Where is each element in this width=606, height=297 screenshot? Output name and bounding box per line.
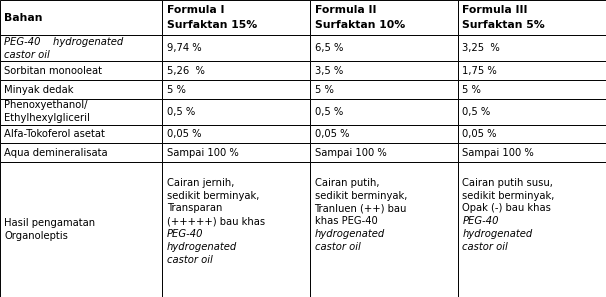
Text: Cairan jernih,: Cairan jernih, bbox=[167, 178, 234, 188]
Text: Organoleptis: Organoleptis bbox=[4, 231, 68, 241]
Text: 0,5 %: 0,5 % bbox=[462, 107, 491, 117]
Text: Opak (-) bau khas: Opak (-) bau khas bbox=[462, 203, 551, 213]
Text: 0,5 %: 0,5 % bbox=[315, 107, 343, 117]
Text: 5,26  %: 5,26 % bbox=[167, 66, 205, 76]
Bar bbox=[0, 0, 162, 35]
Text: hydrogenated: hydrogenated bbox=[167, 242, 237, 252]
Bar bbox=[458, 162, 606, 297]
Text: Surfaktan 10%: Surfaktan 10% bbox=[315, 20, 405, 30]
Bar bbox=[162, 125, 310, 143]
Text: 5 %: 5 % bbox=[315, 85, 333, 95]
Text: (+++++) bau khas: (+++++) bau khas bbox=[167, 216, 265, 226]
Text: 1,75 %: 1,75 % bbox=[462, 66, 497, 76]
Text: Formula III: Formula III bbox=[462, 5, 528, 15]
Text: khas PEG-40: khas PEG-40 bbox=[315, 216, 378, 226]
Bar bbox=[310, 99, 458, 125]
Text: PEG-40: PEG-40 bbox=[167, 229, 203, 239]
Bar bbox=[458, 143, 606, 162]
Text: Hasil pengamatan: Hasil pengamatan bbox=[4, 218, 95, 228]
Text: sedikit berminyak,: sedikit berminyak, bbox=[315, 190, 407, 200]
Bar bbox=[310, 143, 458, 162]
Bar bbox=[310, 125, 458, 143]
Text: Bahan: Bahan bbox=[4, 12, 43, 23]
Bar bbox=[310, 80, 458, 99]
Bar bbox=[162, 0, 310, 35]
Text: PEG-40: PEG-40 bbox=[462, 216, 499, 226]
Bar bbox=[310, 162, 458, 297]
Text: Sampai 100 %: Sampai 100 % bbox=[167, 148, 238, 158]
Text: Sorbitan monooleat: Sorbitan monooleat bbox=[4, 66, 102, 76]
Text: Sampai 100 %: Sampai 100 % bbox=[462, 148, 534, 158]
Bar bbox=[310, 61, 458, 80]
Bar bbox=[162, 61, 310, 80]
Bar bbox=[162, 143, 310, 162]
Text: 3,5 %: 3,5 % bbox=[315, 66, 343, 76]
Text: Tranluen (++) bau: Tranluen (++) bau bbox=[315, 203, 407, 213]
Text: Alfa-Tokoferol asetat: Alfa-Tokoferol asetat bbox=[4, 129, 105, 139]
Text: Transparan: Transparan bbox=[167, 203, 222, 213]
Text: 0,05 %: 0,05 % bbox=[315, 129, 349, 139]
Bar bbox=[458, 61, 606, 80]
Text: Aqua demineralisata: Aqua demineralisata bbox=[4, 148, 108, 158]
Text: 0,05 %: 0,05 % bbox=[167, 129, 201, 139]
Text: castor oil: castor oil bbox=[167, 255, 212, 265]
Bar bbox=[458, 80, 606, 99]
Text: 0,05 %: 0,05 % bbox=[462, 129, 497, 139]
Text: Surfaktan 5%: Surfaktan 5% bbox=[462, 20, 545, 30]
Bar bbox=[0, 162, 162, 297]
Text: PEG-40    hydrogenated: PEG-40 hydrogenated bbox=[4, 37, 124, 47]
Bar bbox=[458, 35, 606, 61]
Text: castor oil: castor oil bbox=[462, 242, 508, 252]
Text: sedikit berminyak,: sedikit berminyak, bbox=[462, 190, 554, 200]
Bar bbox=[458, 125, 606, 143]
Bar bbox=[0, 80, 162, 99]
Text: hydrogenated: hydrogenated bbox=[315, 229, 385, 239]
Bar bbox=[162, 35, 310, 61]
Bar bbox=[0, 61, 162, 80]
Bar bbox=[458, 99, 606, 125]
Bar bbox=[0, 35, 162, 61]
Text: Formula II: Formula II bbox=[315, 5, 376, 15]
Text: 5 %: 5 % bbox=[167, 85, 185, 95]
Bar bbox=[310, 0, 458, 35]
Text: castor oil: castor oil bbox=[4, 50, 50, 60]
Text: Cairan putih susu,: Cairan putih susu, bbox=[462, 178, 553, 188]
Text: Sampai 100 %: Sampai 100 % bbox=[315, 148, 386, 158]
Text: 9,74 %: 9,74 % bbox=[167, 43, 201, 53]
Bar bbox=[0, 125, 162, 143]
Text: Ethylhexylgliceril: Ethylhexylgliceril bbox=[4, 113, 90, 124]
Bar bbox=[162, 99, 310, 125]
Text: 0,5 %: 0,5 % bbox=[167, 107, 195, 117]
Text: hydrogenated: hydrogenated bbox=[462, 229, 533, 239]
Bar bbox=[162, 80, 310, 99]
Text: 5 %: 5 % bbox=[462, 85, 481, 95]
Bar bbox=[310, 35, 458, 61]
Text: Formula I: Formula I bbox=[167, 5, 224, 15]
Text: Surfaktan 15%: Surfaktan 15% bbox=[167, 20, 257, 30]
Text: Phenoxyethanol/: Phenoxyethanol/ bbox=[4, 100, 88, 110]
Bar bbox=[458, 0, 606, 35]
Text: 6,5 %: 6,5 % bbox=[315, 43, 343, 53]
Text: Cairan putih,: Cairan putih, bbox=[315, 178, 379, 188]
Bar bbox=[162, 162, 310, 297]
Text: Minyak dedak: Minyak dedak bbox=[4, 85, 74, 95]
Bar bbox=[0, 143, 162, 162]
Bar bbox=[0, 99, 162, 125]
Text: 3,25  %: 3,25 % bbox=[462, 43, 500, 53]
Text: castor oil: castor oil bbox=[315, 242, 360, 252]
Text: sedikit berminyak,: sedikit berminyak, bbox=[167, 190, 259, 200]
